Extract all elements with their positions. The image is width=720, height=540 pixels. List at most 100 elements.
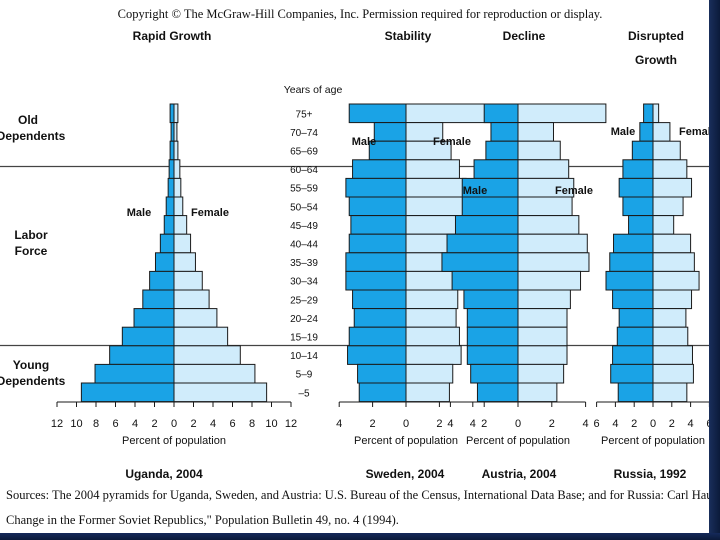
female-label: Female bbox=[679, 126, 709, 138]
x-tick-label: 2 bbox=[151, 418, 157, 430]
female-label: Female bbox=[191, 207, 229, 219]
age-label: 10–14 bbox=[290, 351, 318, 362]
female-bar bbox=[652, 289, 693, 310]
male-bar bbox=[609, 252, 654, 272]
female-bar bbox=[517, 289, 571, 310]
male-bar bbox=[622, 196, 654, 217]
female-bar bbox=[173, 103, 179, 124]
title-growth: Growth bbox=[635, 53, 677, 67]
female-bar bbox=[652, 382, 688, 403]
x-axis-label: Percent of population bbox=[466, 435, 570, 447]
chart-title: Uganda, 2004 bbox=[125, 467, 203, 481]
male-bar bbox=[451, 270, 519, 291]
x-tick-label: 2 bbox=[549, 418, 555, 430]
male-bar bbox=[610, 363, 654, 384]
female-bar bbox=[517, 140, 561, 161]
label-young-dependents: Dependents bbox=[0, 374, 66, 388]
female-bar bbox=[517, 382, 558, 403]
male-bar bbox=[466, 345, 519, 365]
female-bar bbox=[517, 103, 607, 124]
age-label: 70–74 bbox=[290, 128, 318, 139]
x-tick-label: 0 bbox=[171, 418, 177, 430]
male-bar bbox=[483, 103, 519, 124]
x-tick-label: 0 bbox=[515, 418, 521, 430]
male-bar bbox=[163, 215, 175, 235]
male-bar bbox=[476, 382, 519, 403]
male-label: Male bbox=[463, 185, 487, 197]
x-tick-label: 4 bbox=[132, 418, 138, 430]
female-bar bbox=[652, 345, 693, 365]
age-label: 60–64 bbox=[290, 165, 318, 176]
male-bar bbox=[348, 233, 407, 254]
x-tick-label: 8 bbox=[249, 418, 255, 430]
female-bar bbox=[652, 122, 671, 142]
x-tick-label: 12 bbox=[51, 418, 63, 430]
male-bar bbox=[80, 382, 175, 403]
male-bar bbox=[352, 159, 407, 179]
x-tick-label: 2 bbox=[481, 418, 487, 430]
male-bar bbox=[441, 252, 519, 272]
female-bar bbox=[173, 363, 256, 384]
male-bar bbox=[350, 215, 407, 235]
age-label: 40–44 bbox=[290, 240, 318, 251]
female-bar bbox=[652, 140, 681, 161]
x-tick-label: 4 bbox=[612, 418, 618, 430]
label-young: Young bbox=[13, 358, 49, 372]
female-bar bbox=[405, 345, 462, 365]
age-label: 75+ bbox=[296, 109, 313, 120]
male-bar bbox=[133, 308, 175, 328]
x-tick-label: 4 bbox=[336, 418, 342, 430]
x-axis-label: Percent of population bbox=[601, 435, 705, 447]
x-tick-label: 10 bbox=[70, 418, 82, 430]
male-bar bbox=[466, 308, 519, 328]
female-bar bbox=[173, 345, 241, 365]
male-bar bbox=[461, 196, 519, 217]
female-bar bbox=[652, 363, 694, 384]
male-bar bbox=[165, 196, 175, 217]
x-tick-label: 8 bbox=[93, 418, 99, 430]
female-bar bbox=[405, 289, 459, 310]
age-label: 30–34 bbox=[290, 277, 318, 288]
pyramid-russia: 6420246Percent of populationMaleFemaleRu… bbox=[594, 103, 709, 481]
male-bar bbox=[167, 177, 175, 198]
x-axis-label: Percent of population bbox=[354, 435, 458, 447]
male-bar bbox=[470, 363, 519, 384]
age-label: 45–49 bbox=[290, 221, 318, 232]
female-bar bbox=[173, 177, 182, 198]
male-bar bbox=[352, 289, 407, 310]
female-bar bbox=[173, 270, 203, 291]
female-bar bbox=[405, 177, 467, 198]
female-bar bbox=[173, 326, 229, 347]
male-bar bbox=[373, 122, 407, 142]
male-bar bbox=[463, 289, 519, 310]
female-bar bbox=[652, 215, 675, 235]
male-bar bbox=[643, 103, 654, 124]
female-bar bbox=[517, 345, 568, 365]
population-pyramids-figure: Copyright © The McGraw-Hill Companies, I… bbox=[0, 7, 709, 527]
x-tick-label: 0 bbox=[650, 418, 656, 430]
title-stability: Stability bbox=[385, 29, 432, 43]
female-bar bbox=[652, 233, 692, 254]
female-bar bbox=[517, 159, 570, 179]
age-label: 5–9 bbox=[296, 370, 313, 381]
female-bar bbox=[173, 159, 181, 179]
x-tick-label: 4 bbox=[688, 418, 694, 430]
male-bar bbox=[358, 382, 407, 403]
male-label: Male bbox=[352, 136, 376, 148]
age-label: 25–29 bbox=[290, 295, 318, 306]
chart-title: Russia, 1992 bbox=[614, 467, 687, 481]
male-bar bbox=[94, 363, 175, 384]
male-bar bbox=[348, 196, 407, 217]
female-bar bbox=[405, 308, 457, 328]
age-label: 35–39 bbox=[290, 258, 318, 269]
male-bar bbox=[154, 252, 175, 272]
female-bar bbox=[517, 196, 573, 217]
male-bar bbox=[357, 363, 407, 384]
x-tick-label: 4 bbox=[470, 418, 476, 430]
male-bar bbox=[618, 177, 654, 198]
x-tick-label: 6 bbox=[229, 418, 235, 430]
title-disrupted: Disrupted bbox=[628, 29, 684, 43]
female-bar bbox=[405, 363, 454, 384]
